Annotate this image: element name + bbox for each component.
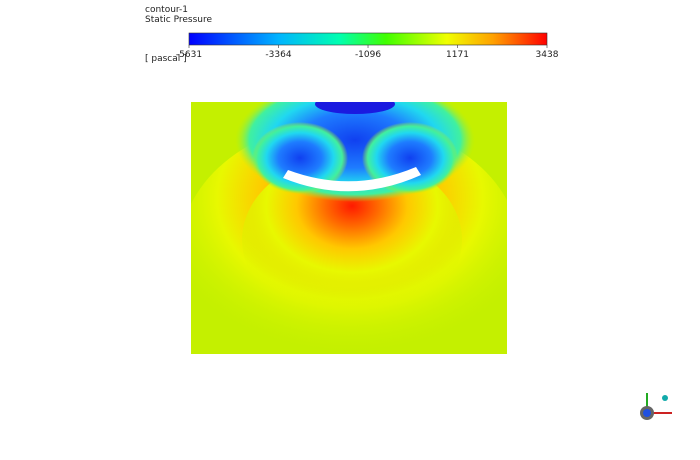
variable-name: Static Pressure — [145, 15, 212, 25]
contour-name: contour-1 — [145, 5, 188, 15]
tick-label: 3438 — [536, 50, 559, 60]
contour-field — [191, 102, 507, 354]
colorbar — [188, 32, 548, 46]
tick-label: -3364 — [265, 50, 291, 60]
tick-label: -5631 — [176, 50, 202, 60]
colorbar-ticks: -5631 -3364 -1096 1171 3438 — [176, 45, 559, 60]
tick-label: 1171 — [446, 50, 469, 60]
tick-label: -1096 — [355, 50, 381, 60]
unit-label: [ pascal ] — [145, 54, 187, 64]
axis-triad — [640, 393, 672, 420]
